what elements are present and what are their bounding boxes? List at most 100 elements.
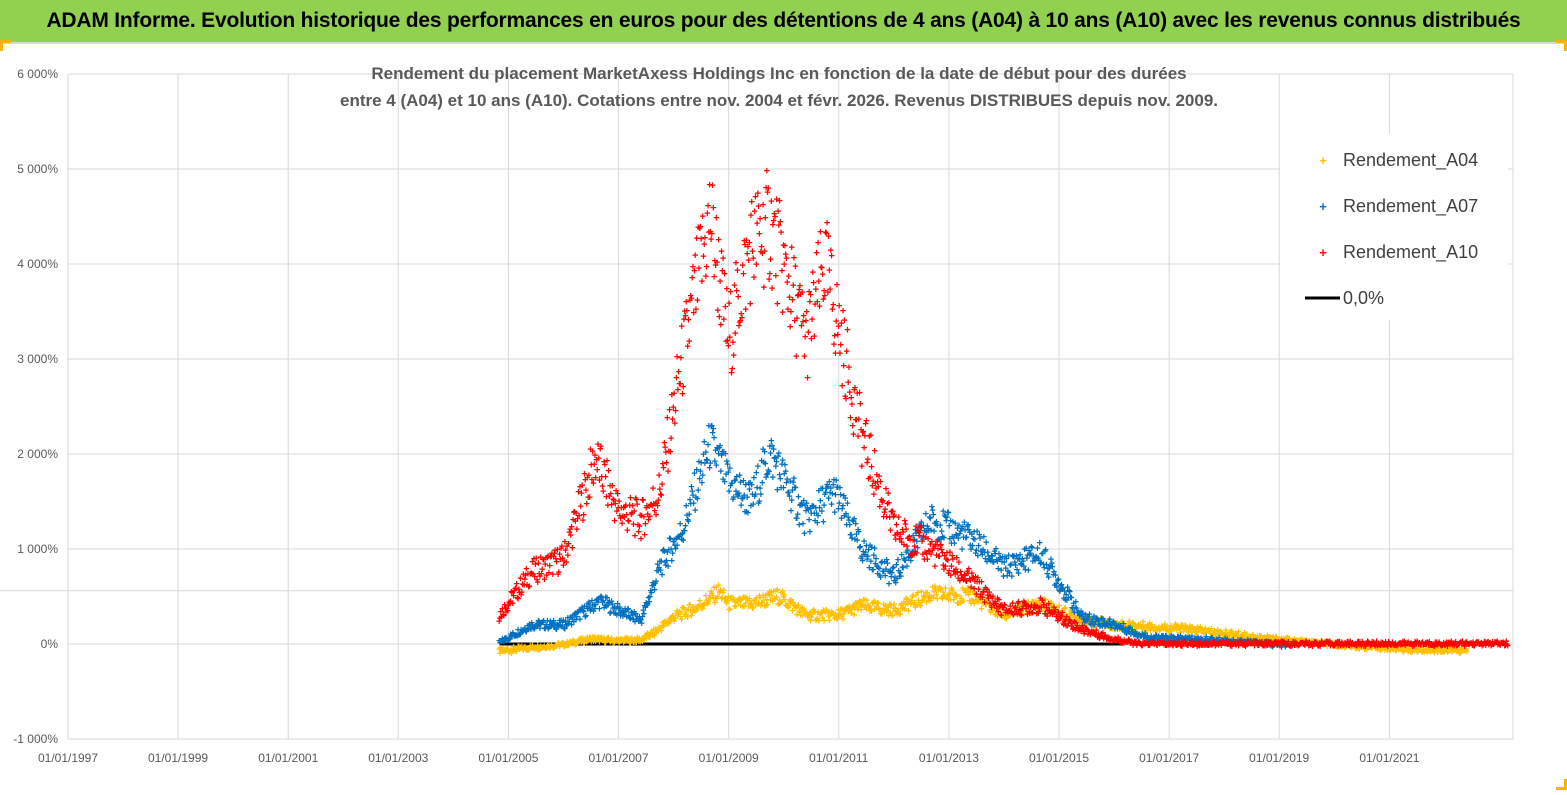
legend-marker: + (1319, 245, 1327, 260)
data-point: + (776, 196, 782, 208)
data-point: + (762, 212, 768, 224)
data-point: + (778, 227, 784, 239)
data-point: + (844, 346, 850, 358)
data-point: + (826, 265, 832, 277)
data-point: + (580, 509, 586, 521)
data-point: + (735, 291, 741, 303)
data-point: + (720, 253, 726, 265)
data-point: + (804, 373, 810, 385)
data-point: + (696, 263, 702, 275)
data-point: + (815, 238, 821, 250)
y-tick-label: 4 000% (17, 257, 58, 271)
data-point: + (715, 235, 721, 247)
y-tick-label: 2 000% (17, 447, 58, 461)
y-tick-label: 5 000% (17, 162, 58, 176)
x-tick-label: 01/01/2013 (919, 751, 979, 765)
data-point: + (755, 188, 761, 200)
chart-title-line: Rendement du placement MarketAxess Holdi… (371, 64, 1186, 83)
data-point: + (834, 280, 840, 292)
legend-label: Rendement_A04 (1343, 150, 1478, 171)
data-point: + (857, 398, 863, 410)
data-point: + (729, 363, 735, 375)
data-point: + (846, 362, 852, 374)
data-point: + (1505, 641, 1511, 653)
x-tick-label: 01/01/2017 (1139, 751, 1199, 765)
data-point: + (844, 325, 850, 337)
y-tick-label: 3 000% (17, 352, 58, 366)
data-point: + (861, 442, 867, 454)
legend-label: 0,0% (1343, 288, 1384, 308)
data-point: + (827, 284, 833, 296)
data-point: + (727, 463, 733, 475)
data-point: + (824, 217, 830, 229)
data-point: + (751, 272, 757, 284)
data-point: + (665, 466, 671, 478)
data-point: + (721, 268, 727, 280)
data-point: + (694, 295, 700, 307)
data-point: + (793, 351, 799, 363)
x-tick-label: 01/01/2005 (478, 751, 538, 765)
y-tick-label: 6 000% (17, 67, 58, 81)
data-point: + (799, 287, 805, 299)
data-point: + (686, 336, 692, 348)
x-tick-label: 01/01/1999 (148, 751, 208, 765)
x-tick-label: 01/01/2003 (368, 751, 428, 765)
data-point: + (811, 331, 817, 343)
y-tick-label: -1 000% (13, 732, 58, 746)
data-point: + (849, 399, 855, 411)
x-tick-label: 01/01/2001 (258, 751, 318, 765)
report-title: ADAM Informe. Evolution historique des p… (46, 9, 1520, 33)
data-point: + (764, 165, 770, 177)
data-point: + (672, 405, 678, 417)
data-point: + (569, 543, 575, 555)
legend-label: Rendement_A07 (1343, 196, 1478, 217)
data-point: + (756, 228, 762, 240)
data-point: + (586, 492, 592, 504)
data-point: + (692, 250, 698, 262)
legend-label: Rendement_A10 (1343, 242, 1478, 263)
x-tick-label: 01/01/2019 (1249, 751, 1309, 765)
x-tick-label: 01/01/2015 (1029, 751, 1089, 765)
legend-marker: + (1319, 199, 1327, 214)
data-point: + (767, 254, 773, 266)
data-point: + (598, 441, 604, 453)
data-point: + (783, 253, 789, 265)
data-point: + (770, 472, 776, 484)
data-point: + (792, 261, 798, 273)
data-point: + (730, 350, 736, 362)
data-point: + (713, 212, 719, 224)
data-point: + (825, 231, 831, 243)
data-point: + (868, 430, 874, 442)
data-point: + (801, 351, 807, 363)
chart-title-line: entre 4 (A04) et 10 ans (A10). Cotations… (340, 91, 1218, 110)
data-point: + (807, 526, 813, 538)
data-point: + (828, 250, 834, 262)
data-point: + (700, 470, 706, 482)
data-point: + (844, 498, 850, 510)
performance-chart: -1 000% 0% 1 000% 2 000% 3 000% 4 000% 5 000% 6… (0, 44, 1567, 790)
data-point: + (709, 229, 715, 241)
data-point: + (659, 479, 665, 491)
data-point: + (747, 299, 753, 311)
data-point: + (672, 418, 678, 430)
data-point: + (668, 433, 674, 445)
chart-area: -1 000% 0% 1 000% 2 000% 3 000% 4 000% 5 000% 6… (0, 44, 1567, 790)
x-tick-label: 01/01/2021 (1359, 751, 1419, 765)
data-point: + (809, 314, 815, 326)
data-point: + (753, 259, 759, 271)
y-tick-label: 1 000% (17, 542, 58, 556)
data-point: + (658, 490, 664, 502)
data-point: + (819, 269, 825, 281)
legend-marker: + (1319, 153, 1327, 168)
data-point: + (605, 465, 611, 477)
x-tick-label: 01/01/2009 (699, 751, 759, 765)
data-point: + (726, 298, 732, 310)
data-point: + (667, 447, 673, 459)
y-tick-label: 0% (41, 637, 59, 651)
data-point: + (820, 516, 826, 528)
data-point: + (863, 415, 869, 427)
data-point: + (740, 269, 746, 281)
data-point: + (769, 283, 775, 295)
data-point: + (709, 180, 715, 192)
data-point: + (680, 381, 686, 393)
